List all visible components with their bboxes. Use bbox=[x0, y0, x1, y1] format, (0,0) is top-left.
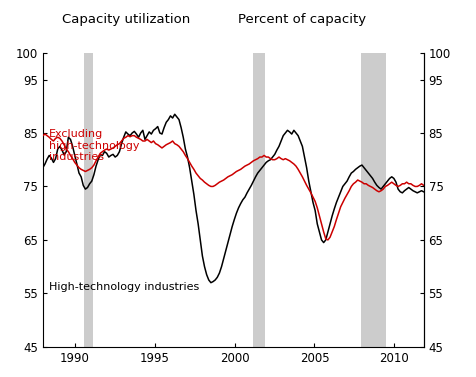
Text: Capacity utilization: Capacity utilization bbox=[62, 14, 191, 26]
Text: Excluding
high-technology
industries: Excluding high-technology industries bbox=[49, 129, 139, 162]
Bar bbox=[84, 53, 93, 347]
Text: Percent of capacity: Percent of capacity bbox=[238, 14, 366, 26]
Bar bbox=[253, 53, 265, 347]
Bar bbox=[361, 53, 387, 347]
Text: High-technology industries: High-technology industries bbox=[49, 282, 199, 292]
